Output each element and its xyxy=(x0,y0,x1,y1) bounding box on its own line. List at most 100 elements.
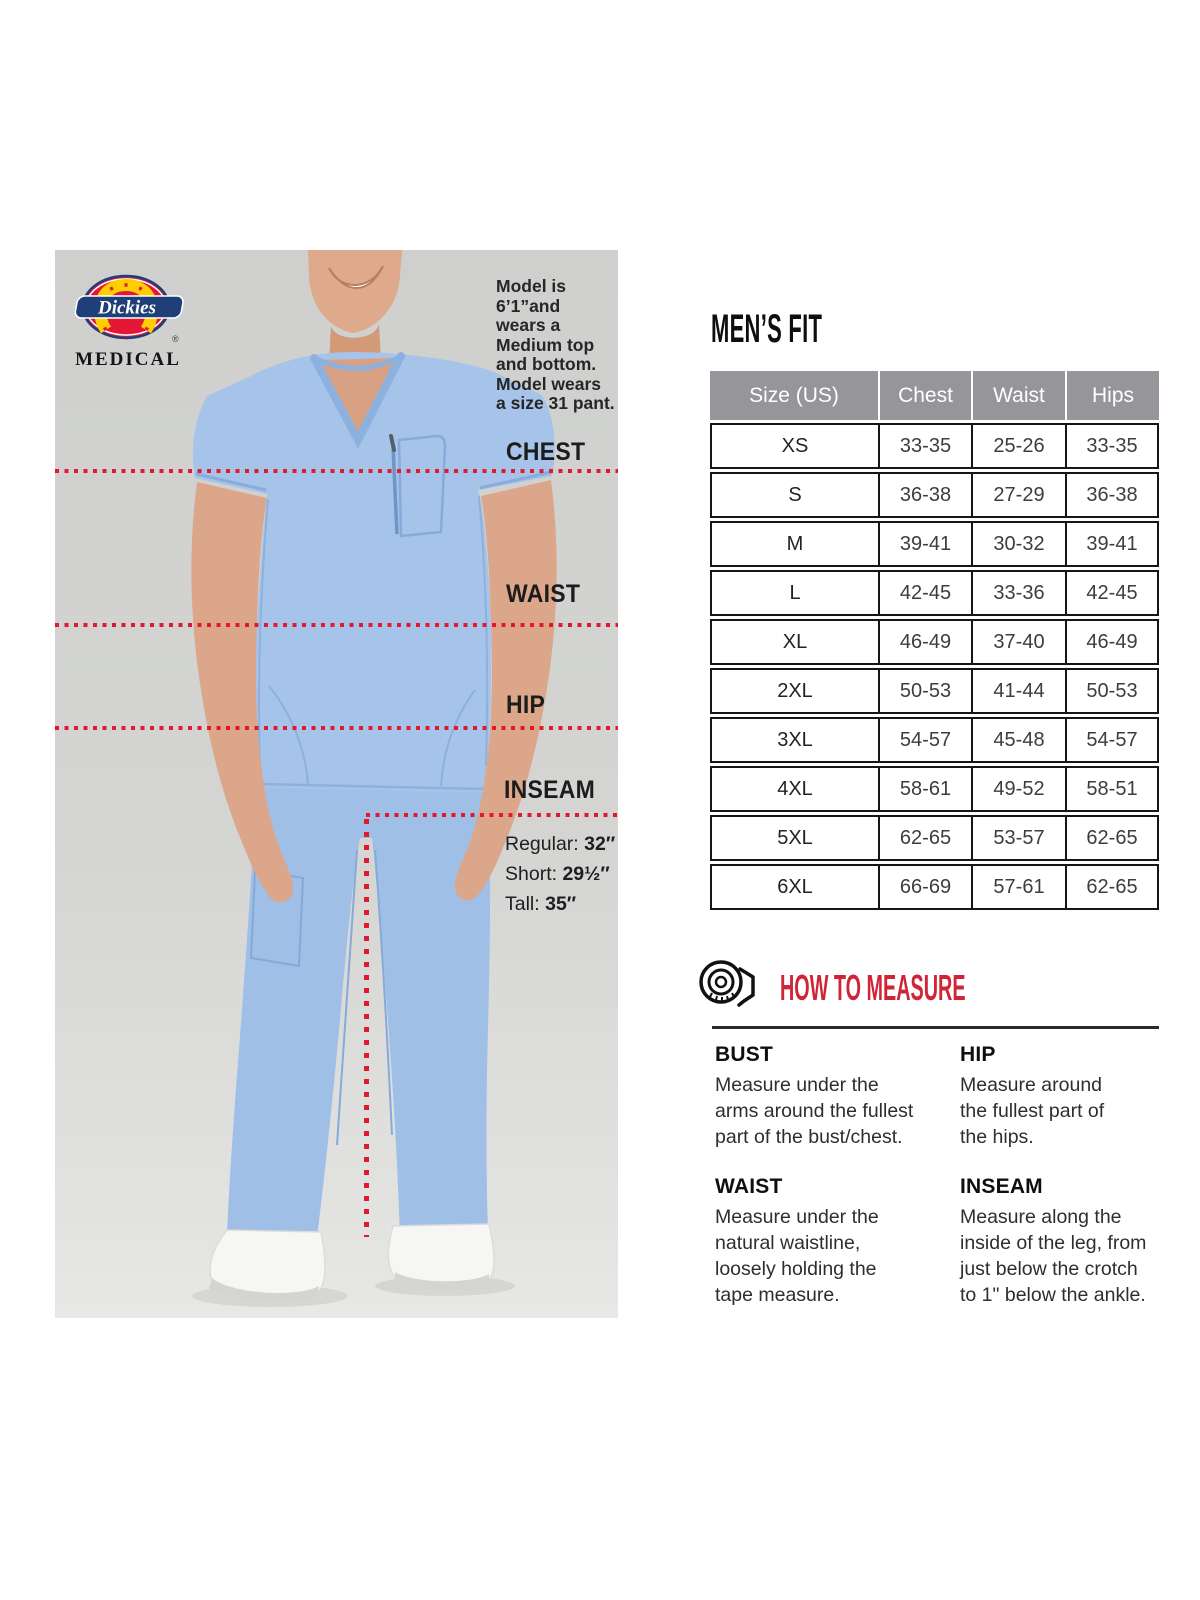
bust-heading: BUST xyxy=(715,1043,773,1066)
model-note-line: a size 31 pant. xyxy=(496,393,615,413)
chest-label: CHEST xyxy=(506,438,586,466)
measure-section-hip: HIP Measure around the fullest part of t… xyxy=(960,1043,1170,1150)
model-note: Model is 6’1”and wears a Medium top and … xyxy=(496,276,618,414)
cell-size: XL xyxy=(782,630,808,653)
table-row: S 36-38 27-29 36-38 xyxy=(710,472,1159,518)
measure-section-bust: BUST Measure under the arms around the f… xyxy=(715,1043,950,1150)
inseam-tall: Tall: 35″ xyxy=(505,889,615,919)
waist-text-line: Measure under the xyxy=(715,1206,879,1228)
cell-hips: 62-65 xyxy=(1065,817,1157,859)
cell-hips: 36-38 xyxy=(1065,474,1157,516)
cell-chest: 66-69 xyxy=(878,866,971,908)
page-title: MEN’S FIT xyxy=(711,307,823,351)
measure-column-right: HIP Measure around the fullest part of t… xyxy=(960,1043,1170,1308)
model-note-line: wears a xyxy=(496,315,561,335)
model-note-line: Medium top xyxy=(496,334,595,355)
cell-waist: 27-29 xyxy=(971,474,1065,516)
waist-dotted-line xyxy=(55,623,618,627)
measure-column-left: BUST Measure under the arms around the f… xyxy=(715,1043,950,1308)
model-note-line: 6’1”and xyxy=(496,295,561,316)
bust-text-line: arms around the fullest xyxy=(715,1100,914,1122)
tape-measure-icon xyxy=(696,955,760,1018)
dickies-logo-text: Dickies xyxy=(97,298,156,319)
cell-chest: 58-61 xyxy=(878,768,971,810)
size-chart-table: Size (US) Chest Waist Hips XS 33-35 25-2… xyxy=(710,371,1159,910)
table-row: 2XL 50-53 41-44 50-53 xyxy=(710,668,1159,714)
brand-medical-label: MEDICAL xyxy=(75,349,181,370)
inseam-vertical-dotted-line xyxy=(364,819,369,1237)
cell-size: S xyxy=(788,483,802,506)
dickies-logo-icon: Dickies ® xyxy=(74,274,184,344)
bust-text-line: part of the bust/chest. xyxy=(715,1126,903,1148)
cell-waist: 33-36 xyxy=(971,572,1065,614)
inseam-short: Short: 29½″ xyxy=(505,859,615,889)
cell-hips: 58-51 xyxy=(1065,768,1157,810)
inseam-short-value: 29½″ xyxy=(562,863,610,885)
bust-text-line: Measure under the xyxy=(715,1074,879,1096)
cell-hips: 46-49 xyxy=(1065,621,1157,663)
inseam-heading: INSEAM xyxy=(960,1175,1043,1198)
waist-heading: WAIST xyxy=(715,1175,783,1198)
section-divider xyxy=(712,1026,1159,1029)
cell-chest: 50-53 xyxy=(878,670,971,712)
cell-hips: 42-45 xyxy=(1065,572,1157,614)
table-row: 6XL 66-69 57-61 62-65 xyxy=(710,864,1159,910)
waist-text-line: natural waistline, xyxy=(715,1232,861,1254)
cell-size: 6XL xyxy=(777,875,813,898)
cell-waist: 25-26 xyxy=(971,425,1065,467)
hip-label: HIP xyxy=(506,691,546,719)
table-row: L 42-45 33-36 42-45 xyxy=(710,570,1159,616)
cell-hips: 33-35 xyxy=(1065,425,1157,467)
hip-dotted-line xyxy=(55,726,618,730)
inseam-text-line: to 1" below the ankle. xyxy=(960,1284,1146,1306)
inseam-lengths: Regular: 32″ Short: 29½″ Tall: 35″ xyxy=(505,829,615,919)
cell-hips: 54-57 xyxy=(1065,719,1157,761)
cell-waist: 45-48 xyxy=(971,719,1065,761)
chest-dotted-line xyxy=(55,469,618,473)
cell-chest: 33-35 xyxy=(878,425,971,467)
cell-waist: 53-57 xyxy=(971,817,1065,859)
table-row: 3XL 54-57 45-48 54-57 xyxy=(710,717,1159,763)
cell-size: XS xyxy=(781,434,809,457)
inseam-short-label: Short: xyxy=(505,863,563,885)
cell-waist: 37-40 xyxy=(971,621,1065,663)
table-row: XL 46-49 37-40 46-49 xyxy=(710,619,1159,665)
cell-size: M xyxy=(786,532,804,555)
cell-chest: 54-57 xyxy=(878,719,971,761)
table-row: XS 33-35 25-26 33-35 xyxy=(710,423,1159,469)
column-header-waist: Waist xyxy=(971,371,1065,420)
inseam-regular-value: 32″ xyxy=(584,833,616,855)
measure-section-waist: WAIST Measure under the natural waistlin… xyxy=(715,1175,950,1308)
cell-hips: 50-53 xyxy=(1065,670,1157,712)
table-row: 4XL 58-61 49-52 58-51 xyxy=(710,766,1159,812)
registered-mark: ® xyxy=(172,334,179,344)
cell-hips: 62-65 xyxy=(1065,866,1157,908)
model-photo-illustration xyxy=(191,250,557,1307)
cell-size: 4XL xyxy=(777,777,813,800)
measure-section-inseam: INSEAM Measure along the inside of the l… xyxy=(960,1175,1170,1308)
hip-text-line: the fullest part of xyxy=(960,1100,1105,1122)
cell-waist: 49-52 xyxy=(971,768,1065,810)
cell-waist: 57-61 xyxy=(971,866,1065,908)
inseam-text-line: just below the crotch xyxy=(960,1258,1138,1280)
how-to-measure-title: HOW TO MEASURE xyxy=(780,967,966,1008)
column-header-chest: Chest xyxy=(878,371,971,420)
dickies-logo: Dickies ® xyxy=(70,274,186,348)
cell-waist: 41-44 xyxy=(971,670,1065,712)
model-note-line: and bottom. xyxy=(496,354,597,374)
size-chart-header-row: Size (US) Chest Waist Hips xyxy=(710,371,1159,420)
cell-hips: 39-41 xyxy=(1065,523,1157,565)
cell-size: 2XL xyxy=(777,679,813,702)
inseam-regular: Regular: 32″ xyxy=(505,829,615,859)
cell-size: 3XL xyxy=(777,728,813,751)
waist-label: WAIST xyxy=(506,580,581,608)
column-header-hips: Hips xyxy=(1065,371,1159,420)
hip-text-line: the hips. xyxy=(960,1126,1034,1148)
table-row: M 39-41 30-32 39-41 xyxy=(710,521,1159,567)
hip-text-line: Measure around xyxy=(960,1074,1103,1096)
cell-chest: 36-38 xyxy=(878,474,971,516)
cell-size: L xyxy=(789,581,801,604)
waist-text-line: tape measure. xyxy=(715,1284,840,1306)
column-header-size: Size (US) xyxy=(749,383,839,407)
cell-size: 5XL xyxy=(777,826,813,849)
